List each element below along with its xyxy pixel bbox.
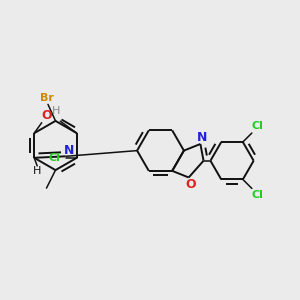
Text: H: H [52,106,60,116]
Text: N: N [64,144,74,158]
Text: Cl: Cl [252,122,264,131]
Text: Cl: Cl [252,190,264,200]
Text: N: N [197,131,207,144]
Text: O: O [41,109,52,122]
Text: O: O [185,178,196,190]
Text: Cl: Cl [49,153,61,163]
Text: Br: Br [40,93,53,103]
Text: H: H [33,166,41,176]
